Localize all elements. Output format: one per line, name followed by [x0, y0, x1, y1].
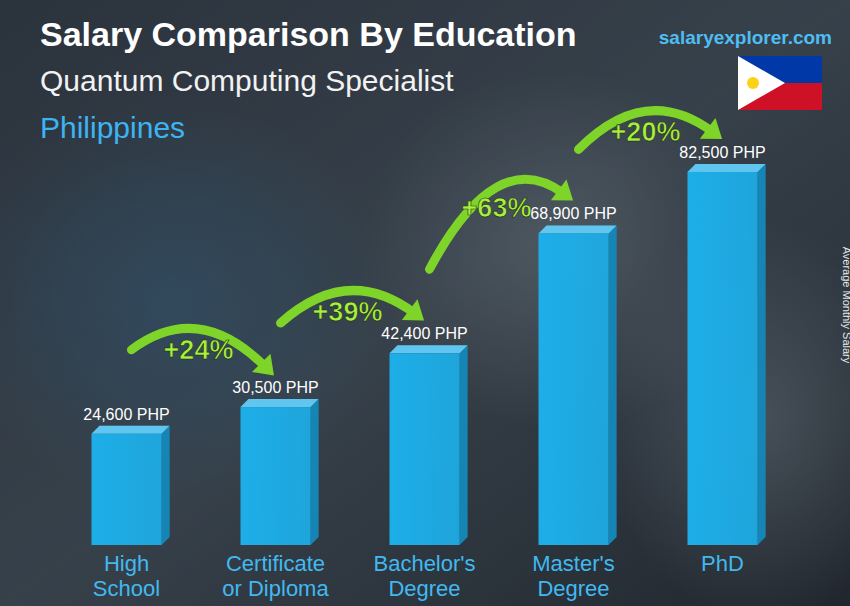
bar	[390, 353, 460, 545]
category-label: HighSchool	[93, 551, 160, 601]
data-label: 68,900 PHP	[530, 205, 616, 222]
bar-side-shade	[311, 399, 319, 545]
flag	[738, 56, 822, 110]
arrow	[430, 179, 564, 269]
bars	[92, 164, 766, 545]
category-label-line: School	[93, 576, 160, 601]
labels: 24,600 PHP HighSchool 30,500 PHP Certificat…	[83, 144, 765, 601]
bar-side-shade	[460, 345, 468, 545]
arrow	[579, 111, 713, 150]
flag-sun	[747, 77, 759, 89]
category-label-line: Degree	[388, 576, 460, 601]
subtitle: Quantum Computing Specialist	[40, 64, 454, 97]
bar-top-light	[688, 164, 766, 172]
chart: Salary Comparison By Education Quantum Co…	[0, 0, 850, 606]
data-label: 24,600 PHP	[83, 406, 169, 423]
bar-top	[539, 225, 617, 233]
category-label-line: Master's	[532, 551, 614, 576]
data-label: 30,500 PHP	[232, 379, 318, 396]
bar-side-shade	[609, 225, 617, 545]
category-label: Certificateor Diploma	[222, 551, 329, 601]
bar-top-light	[390, 345, 468, 353]
bar-side	[162, 426, 170, 545]
arrow-head	[402, 299, 424, 320]
bar-top	[390, 345, 468, 353]
annotation: +24%	[164, 335, 234, 365]
arrow-head	[252, 354, 274, 376]
category-label: Bachelor'sDegree	[373, 551, 475, 601]
bar-side-shade	[162, 426, 170, 545]
bar-top-light	[241, 399, 319, 407]
arrow-head	[551, 179, 573, 200]
bar-side	[758, 164, 766, 545]
bar-side	[609, 225, 617, 545]
background	[0, 0, 850, 606]
data-label: 82,500 PHP	[679, 144, 765, 161]
bar	[688, 172, 758, 545]
bar-side	[311, 399, 319, 545]
source: salaryexplorer.com	[659, 27, 832, 48]
background-shade	[0, 0, 850, 606]
annotation: +63%	[462, 193, 532, 223]
bar-top	[241, 399, 319, 407]
flag-white	[738, 56, 785, 110]
bar-top	[92, 426, 170, 434]
bar-top	[688, 164, 766, 172]
category-label: Master'sDegree	[532, 551, 614, 601]
category-label-line: Certificate	[226, 551, 325, 576]
annotation: +20%	[611, 117, 681, 147]
arrows: +24% +39% +63% +20%	[132, 111, 723, 376]
category-label: PhD	[701, 551, 744, 576]
category-label-line: Degree	[537, 576, 609, 601]
bar	[92, 434, 162, 545]
bar	[539, 233, 609, 545]
bar-side	[460, 345, 468, 545]
category-label-line: High	[104, 551, 149, 576]
bar-side-shade	[758, 164, 766, 545]
location: Philippines	[40, 111, 185, 144]
arrow-head	[700, 118, 722, 139]
title: Salary Comparison By Education	[40, 15, 577, 53]
y-axis-label: Average Monthly Salary	[841, 247, 850, 364]
category-label-line: PhD	[701, 551, 744, 576]
bar	[241, 407, 311, 545]
bar-top-light	[539, 225, 617, 233]
category-label-line: Bachelor's	[373, 551, 475, 576]
bar-top-light	[92, 426, 170, 434]
annotation: +39%	[313, 297, 383, 327]
category-label-line: or Diploma	[222, 576, 329, 601]
data-label: 42,400 PHP	[381, 325, 467, 342]
arrow	[132, 328, 266, 367]
